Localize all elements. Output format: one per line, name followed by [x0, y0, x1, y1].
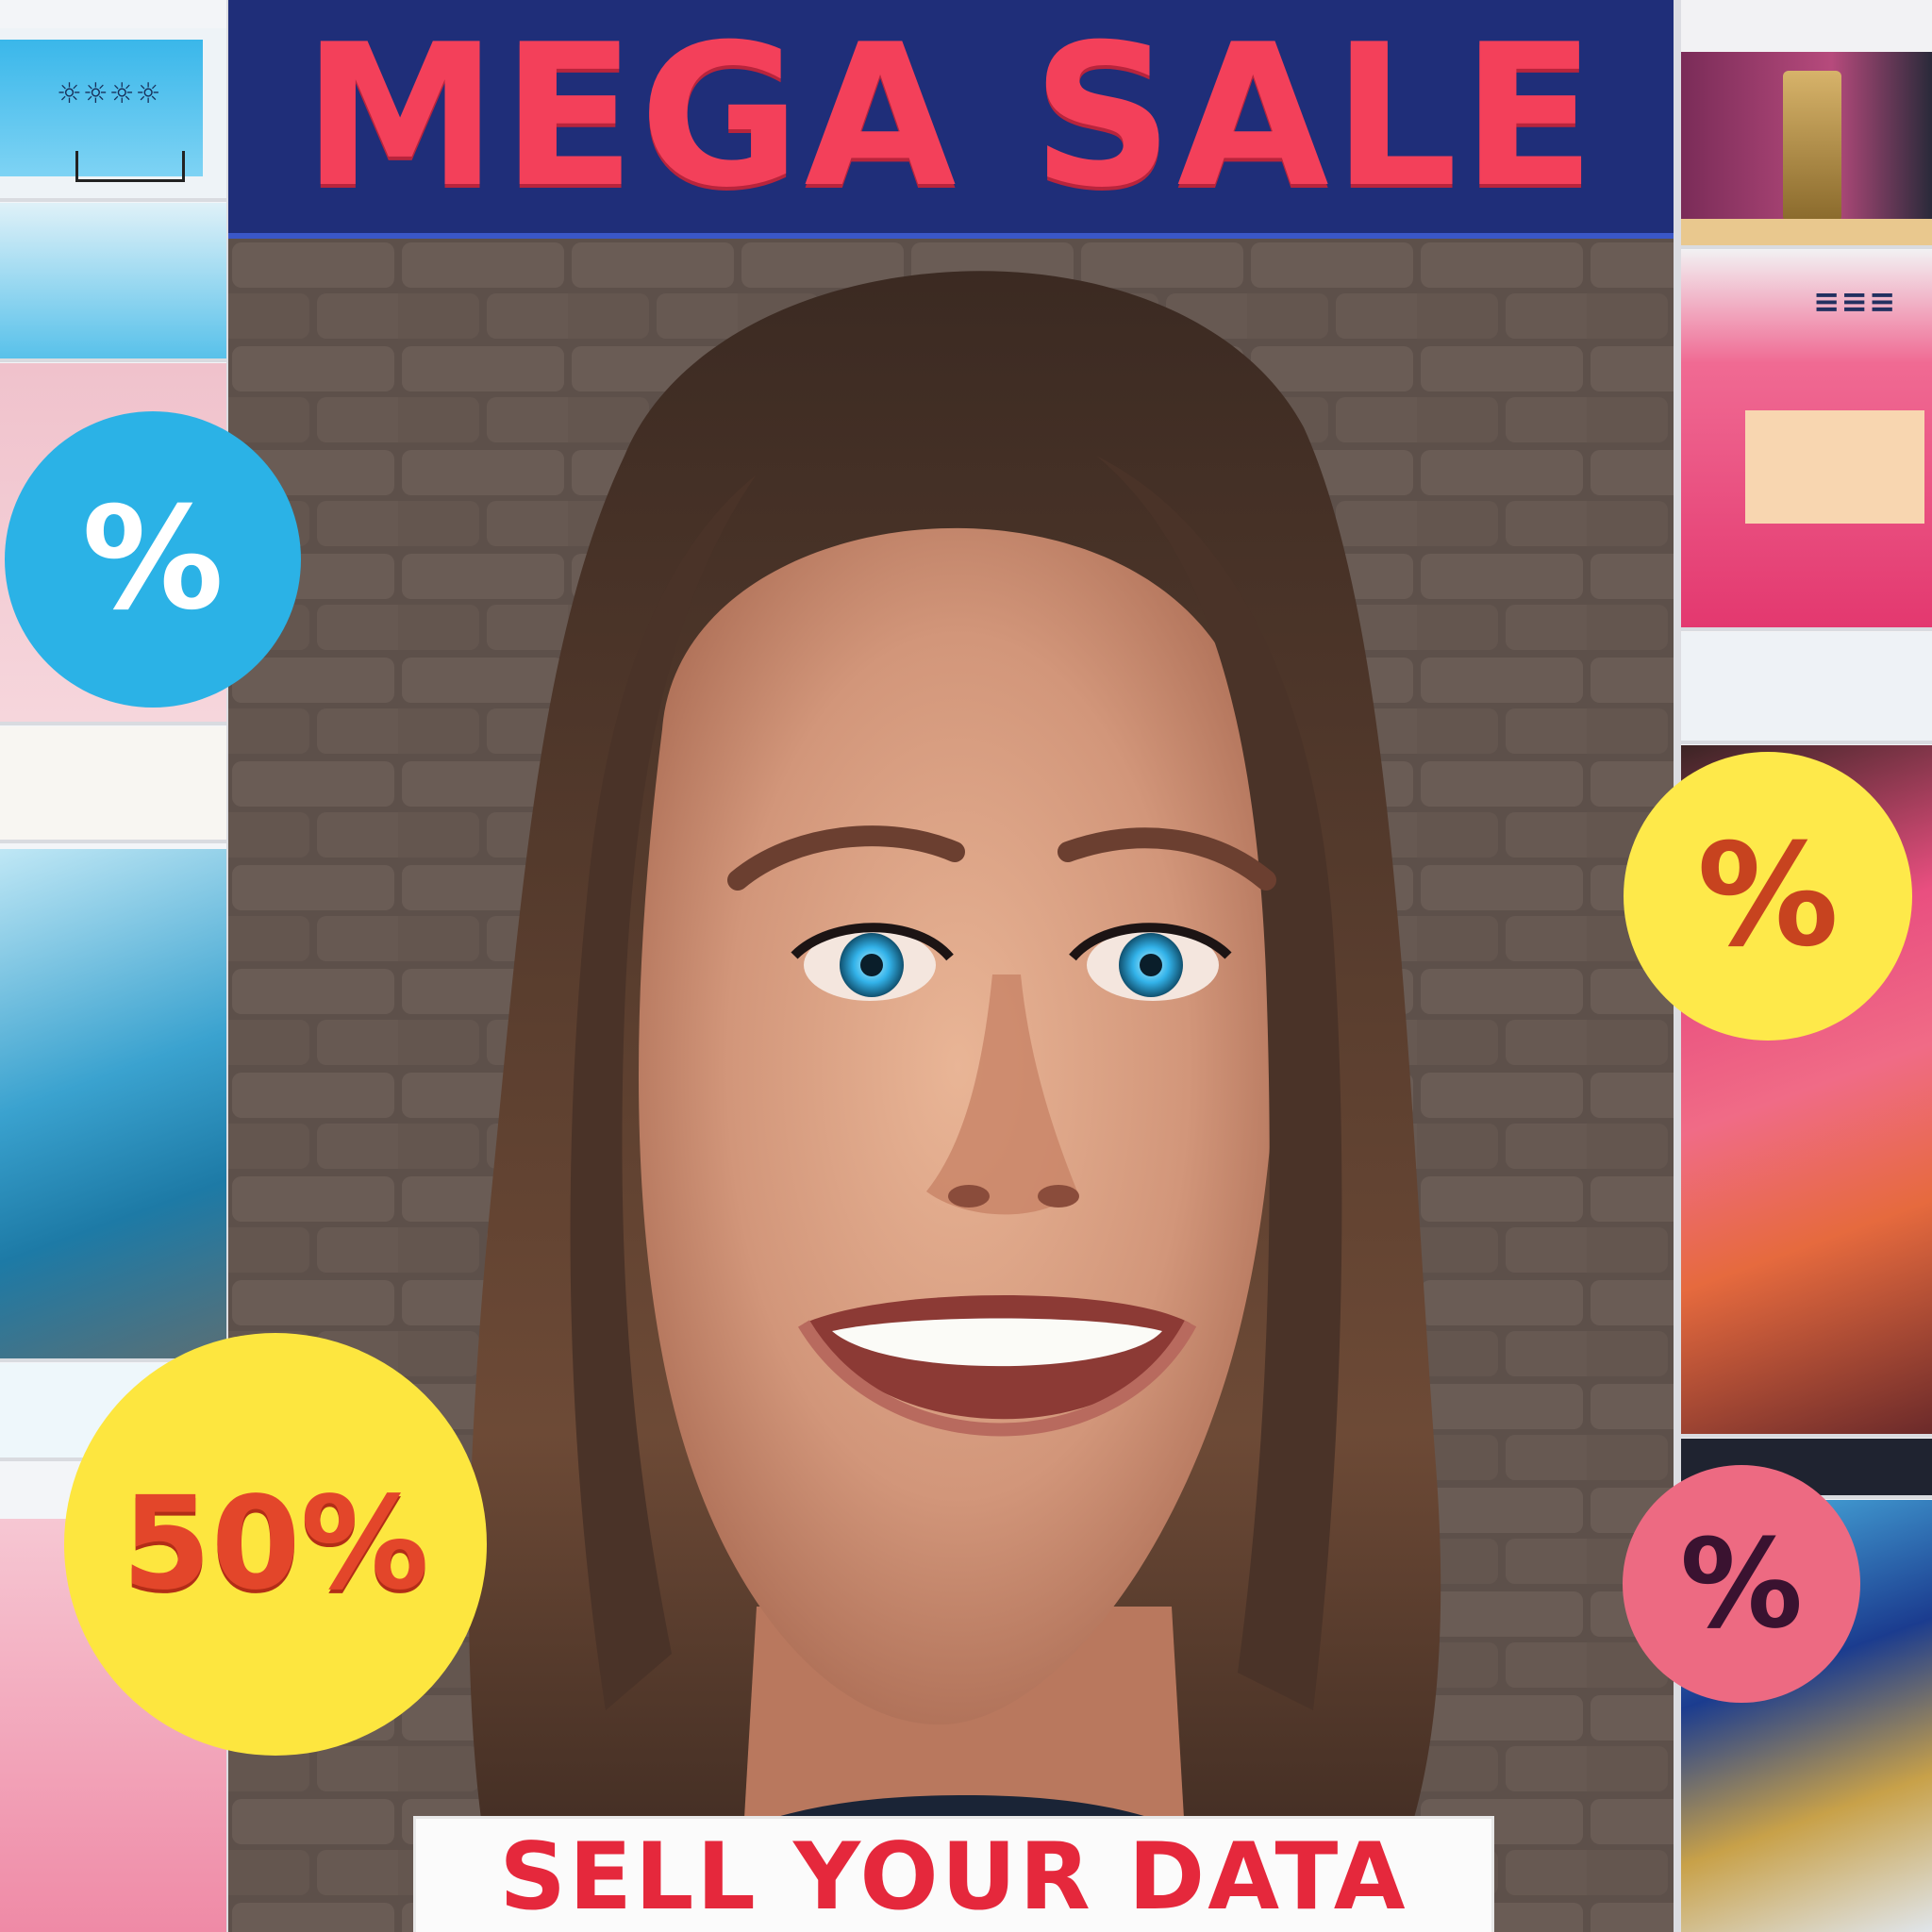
portrait-photo — [228, 239, 1674, 1932]
left-ad-panel-5 — [0, 849, 226, 1362]
percent-icon: % — [81, 477, 225, 641]
discount-badge-yellow: % — [1624, 752, 1912, 1041]
percent-icon: % — [1679, 1512, 1804, 1656]
right-ad-scribble-1: ≡≡≡ — [1813, 283, 1897, 321]
right-ad-panel-3 — [1681, 632, 1932, 744]
left-ad-panel-2 — [0, 203, 226, 362]
footer-banner: SELL YOUR DATA — [413, 1816, 1494, 1932]
right-ad-shelf — [1681, 219, 1932, 245]
left-ad-product-sketch — [75, 151, 185, 182]
footer-title: SELL YOUR DATA — [499, 1823, 1408, 1931]
header-banner: MEGA SALE — [228, 0, 1674, 239]
discount-badge-50: 50% — [64, 1333, 487, 1756]
right-ad-panel-1 — [1681, 52, 1932, 249]
portrait-illustration — [228, 239, 1674, 1932]
discount-badge-blue: % — [5, 411, 301, 708]
left-ad-column: ☼☼☼☼ — [0, 0, 226, 1932]
left-ad-panel-1: ☼☼☼☼ — [0, 28, 226, 202]
left-ad-panel-4 — [0, 726, 226, 843]
right-ad-product-bottle — [1783, 71, 1841, 222]
right-ad-panel-2: ≡≡≡ — [1681, 250, 1932, 631]
percent-icon: % — [1696, 814, 1840, 978]
discount-badge-pink: % — [1623, 1465, 1860, 1703]
left-ad-scribble-1: ☼☼☼☼ — [57, 77, 162, 110]
right-ad-label-box — [1745, 410, 1924, 524]
discount-badge-label: 50% — [122, 1470, 429, 1619]
left-ad-banner-blue — [0, 40, 203, 176]
header-title: MEGA SALE — [302, 2, 1600, 231]
